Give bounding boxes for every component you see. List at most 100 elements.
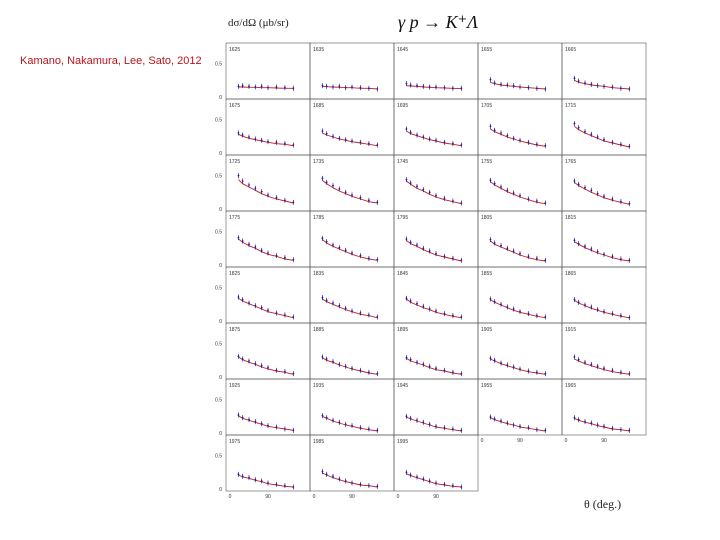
data-point xyxy=(500,186,502,188)
data-point xyxy=(435,139,437,142)
data-point xyxy=(422,247,425,250)
data-point xyxy=(409,300,412,302)
y-tick-label: 0.5 xyxy=(215,342,222,348)
y-tick-label: 0.5 xyxy=(215,230,222,236)
data-point xyxy=(544,316,547,318)
x-tick-label: 0 xyxy=(397,494,400,500)
data-point xyxy=(248,243,250,246)
data-point xyxy=(254,187,257,190)
panel-energy-label: 1865 xyxy=(565,271,576,277)
panel-energy-label: 1925 xyxy=(229,383,240,389)
data-point xyxy=(325,240,328,243)
data-point xyxy=(344,365,347,368)
data-point xyxy=(512,137,515,140)
data-point xyxy=(493,242,496,244)
data-point xyxy=(325,85,328,88)
data-point xyxy=(367,314,370,316)
data-point xyxy=(512,84,515,87)
y-tick-label: 0.5 xyxy=(215,286,222,292)
data-point xyxy=(344,307,347,310)
panel-energy-label: 1795 xyxy=(397,215,408,221)
panel-energy-label: 1745 xyxy=(397,159,408,165)
x-tick-label: 90 xyxy=(433,494,439,500)
chart-title: γ p → K⁺Λ xyxy=(398,12,478,32)
data-point xyxy=(267,424,269,427)
data-point xyxy=(489,78,492,81)
data-point xyxy=(248,418,250,421)
data-point xyxy=(241,358,244,360)
data-point xyxy=(416,185,418,188)
data-point xyxy=(584,130,586,133)
data-point xyxy=(344,423,347,426)
panel-energy-label: 1725 xyxy=(229,159,240,165)
data-point xyxy=(241,475,244,478)
panel-energy-label: 1955 xyxy=(481,383,492,389)
data-point xyxy=(577,183,580,186)
data-point xyxy=(260,422,263,425)
data-point xyxy=(628,145,631,148)
data-point xyxy=(460,429,463,432)
x-tick-label: 90 xyxy=(265,494,271,500)
data-point xyxy=(619,428,622,431)
data-point xyxy=(292,87,295,90)
data-point xyxy=(512,250,515,252)
data-point xyxy=(359,86,362,89)
data-point xyxy=(416,302,418,305)
panel-energy-label: 1635 xyxy=(313,47,324,53)
data-point xyxy=(443,426,446,429)
panel-energy-label: 1825 xyxy=(229,271,240,277)
data-point xyxy=(292,144,295,146)
y-tick-label: 0 xyxy=(219,487,222,493)
data-point xyxy=(405,238,408,240)
data-point xyxy=(332,360,334,363)
data-point xyxy=(241,240,244,242)
data-point xyxy=(451,200,454,202)
panel-energy-label: 1975 xyxy=(229,439,240,445)
data-point xyxy=(603,367,605,370)
panel-energy-label: 1855 xyxy=(481,271,492,277)
data-point xyxy=(519,252,521,255)
data-point xyxy=(321,130,324,132)
data-point xyxy=(493,418,496,420)
data-point xyxy=(405,415,408,418)
data-point xyxy=(376,372,379,375)
data-point xyxy=(428,86,431,88)
data-point xyxy=(506,134,509,137)
data-point xyxy=(321,237,324,240)
data-point xyxy=(493,359,496,362)
data-point xyxy=(376,485,379,488)
data-point xyxy=(443,86,446,89)
data-point xyxy=(351,367,353,370)
data-point xyxy=(241,84,244,87)
y-tick-label: 0 xyxy=(219,375,222,381)
data-point xyxy=(325,358,328,360)
data-point xyxy=(443,369,446,372)
data-point xyxy=(248,184,250,186)
data-point xyxy=(376,201,379,204)
panel-energy-label: 1765 xyxy=(565,159,576,165)
data-point xyxy=(409,417,412,420)
y-tick-label: 0.5 xyxy=(215,118,222,124)
panel-energy-label: 1845 xyxy=(397,271,408,277)
data-point xyxy=(428,250,431,252)
data-point xyxy=(512,366,515,368)
data-point xyxy=(422,305,425,308)
data-point xyxy=(344,86,347,89)
data-point xyxy=(416,134,418,136)
data-point xyxy=(376,144,379,146)
data-point xyxy=(359,426,362,429)
data-point xyxy=(506,189,509,192)
panel-energy-label: 1655 xyxy=(481,47,492,53)
data-point xyxy=(443,312,446,315)
data-point xyxy=(428,138,431,140)
data-point xyxy=(603,138,605,141)
data-point xyxy=(584,420,586,423)
data-point xyxy=(573,180,576,182)
data-point xyxy=(443,255,446,258)
data-point xyxy=(535,371,538,374)
data-point xyxy=(260,85,263,88)
panel-energy-label: 1675 xyxy=(229,103,240,109)
data-point xyxy=(519,139,521,142)
data-point xyxy=(584,304,586,306)
data-point xyxy=(535,314,538,317)
